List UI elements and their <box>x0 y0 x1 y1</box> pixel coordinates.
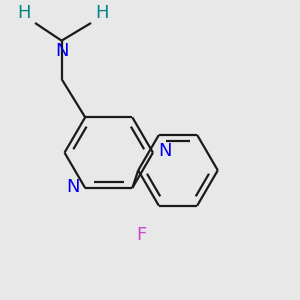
Text: N: N <box>158 142 172 160</box>
Text: H: H <box>95 4 109 22</box>
Text: H: H <box>17 4 31 22</box>
Text: F: F <box>136 226 146 244</box>
Text: N: N <box>66 178 80 196</box>
Text: N: N <box>55 42 68 60</box>
